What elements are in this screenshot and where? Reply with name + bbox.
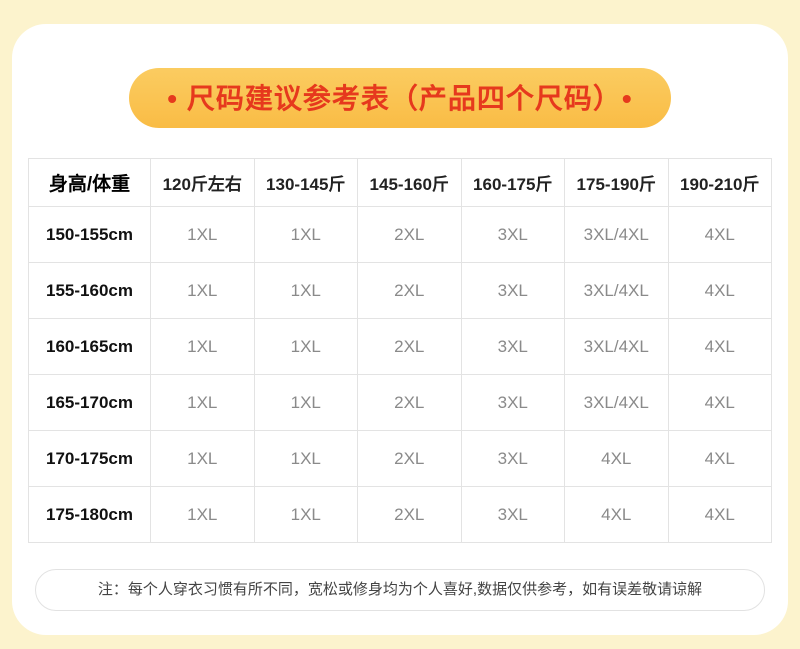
size-table: 身高/体重 120斤左右 130-145斤 145-160斤 160-175斤 175-… xyxy=(28,158,772,543)
table-body: 150-155cm 1XL 1XL 2XL 3XL 3XL/4XL 4XL 155-160cm… xyxy=(28,206,772,543)
table-header-row: 身高/体重 120斤左右 130-145斤 145-160斤 160-175斤 175-… xyxy=(28,158,772,207)
size-cell: 4XL xyxy=(667,318,772,375)
table-row: 160-165cm 1XL 1XL 2XL 3XL 3XL/4XL 4XL xyxy=(28,318,772,375)
table-row: 165-170cm 1XL 1XL 2XL 3XL 3XL/4XL 4XL xyxy=(28,374,772,431)
size-cell: 2XL xyxy=(357,374,462,431)
size-chart-card: • 尺码建议参考表（产品四个尺码）• 身高/体重 120斤左右 130-145斤 1… xyxy=(12,24,788,635)
row-label: 165-170cm xyxy=(28,374,151,431)
column-header: 190-210斤 xyxy=(667,158,772,207)
size-cell: 1XL xyxy=(150,318,255,375)
size-cell: 3XL xyxy=(460,318,565,375)
size-cell: 3XL xyxy=(460,262,565,319)
size-cell: 2XL xyxy=(357,486,462,543)
size-cell: 3XL/4XL xyxy=(564,374,669,431)
column-header: 120斤左右 xyxy=(150,158,255,207)
size-cell: 3XL/4XL xyxy=(564,318,669,375)
corner-header: 身高/体重 xyxy=(28,158,151,207)
size-cell: 4XL xyxy=(667,206,772,263)
size-cell: 2XL xyxy=(357,318,462,375)
size-cell: 4XL xyxy=(667,374,772,431)
size-cell: 4XL xyxy=(564,486,669,543)
size-cell: 1XL xyxy=(253,430,358,487)
column-header: 175-190斤 xyxy=(564,158,669,207)
size-cell: 1XL xyxy=(253,374,358,431)
size-cell: 3XL xyxy=(460,374,565,431)
size-cell: 3XL/4XL xyxy=(564,262,669,319)
column-header: 130-145斤 xyxy=(253,158,358,207)
row-label: 160-165cm xyxy=(28,318,151,375)
row-label: 170-175cm xyxy=(28,430,151,487)
row-label: 155-160cm xyxy=(28,262,151,319)
size-cell: 4XL xyxy=(667,430,772,487)
size-cell: 4XL xyxy=(667,262,772,319)
page-title: • 尺码建议参考表（产品四个尺码）• xyxy=(167,83,633,114)
footer-note: 注：每个人穿衣习惯有所不同，宽松或修身均为个人喜好,数据仅供参考，如有误差敬请谅… xyxy=(35,569,765,611)
column-header: 160-175斤 xyxy=(460,158,565,207)
size-cell: 3XL xyxy=(460,206,565,263)
size-cell: 1XL xyxy=(253,262,358,319)
table-row: 155-160cm 1XL 1XL 2XL 3XL 3XL/4XL 4XL xyxy=(28,262,772,319)
size-cell: 4XL xyxy=(667,486,772,543)
size-cell: 1XL xyxy=(253,318,358,375)
table-row: 175-180cm 1XL 1XL 2XL 3XL 4XL 4XL xyxy=(28,486,772,543)
footer-note-text: 注：每个人穿衣习惯有所不同，宽松或修身均为个人喜好,数据仅供参考，如有误差敬请谅… xyxy=(97,581,703,598)
title-banner: • 尺码建议参考表（产品四个尺码）• xyxy=(129,68,671,128)
size-cell: 3XL/4XL xyxy=(564,206,669,263)
size-cell: 1XL xyxy=(253,486,358,543)
size-cell: 1XL xyxy=(150,206,255,263)
size-cell: 1XL xyxy=(150,262,255,319)
size-cell: 1XL xyxy=(150,430,255,487)
size-cell: 2XL xyxy=(357,262,462,319)
size-cell: 1XL xyxy=(253,206,358,263)
size-cell: 3XL xyxy=(460,430,565,487)
table-row: 150-155cm 1XL 1XL 2XL 3XL 3XL/4XL 4XL xyxy=(28,206,772,263)
size-cell: 4XL xyxy=(564,430,669,487)
row-label: 150-155cm xyxy=(28,206,151,263)
size-cell: 1XL xyxy=(150,486,255,543)
column-header: 145-160斤 xyxy=(357,158,462,207)
table-row: 170-175cm 1XL 1XL 2XL 3XL 4XL 4XL xyxy=(28,430,772,487)
size-cell: 2XL xyxy=(357,206,462,263)
size-cell: 1XL xyxy=(150,374,255,431)
row-label: 175-180cm xyxy=(28,486,151,543)
size-cell: 3XL xyxy=(460,486,565,543)
size-cell: 2XL xyxy=(357,430,462,487)
